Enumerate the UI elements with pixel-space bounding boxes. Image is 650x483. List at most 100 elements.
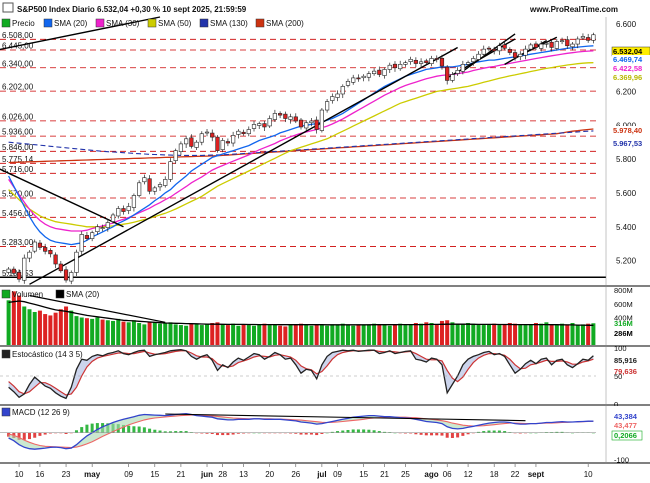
header-bar: S&P500 Index Diario 6.532,04 +0,30 % 10 … xyxy=(0,0,650,16)
volume-bar xyxy=(518,324,523,345)
stoch-axis-tick: 100 xyxy=(614,344,627,353)
candle-body xyxy=(215,136,220,151)
candle-body xyxy=(11,268,16,274)
macd-histogram-bar xyxy=(69,432,73,434)
volume-bar xyxy=(69,310,74,345)
header-url[interactable]: www.ProRealTime.com xyxy=(529,5,618,14)
candle-body xyxy=(492,49,497,52)
volume-bar xyxy=(419,323,424,345)
legend-label: SMA (30) xyxy=(106,19,140,28)
macd-trendline xyxy=(165,413,526,422)
volume-bar xyxy=(11,291,16,345)
macd-histogram-bar xyxy=(304,432,308,435)
macd-histogram-bar xyxy=(132,426,136,433)
level-label: 6.026,00 xyxy=(2,112,34,121)
macd-histogram-bar xyxy=(174,431,178,433)
candle-body xyxy=(439,57,445,67)
x-axis-tick-label: 10 xyxy=(15,470,24,479)
macd-histogram-bar xyxy=(257,432,261,434)
candle-body xyxy=(408,58,413,62)
candle-body xyxy=(152,187,157,192)
volume-bar xyxy=(455,323,460,345)
stoch-fill xyxy=(8,349,594,399)
level-label: 6.508,00 xyxy=(2,31,34,40)
candle-body xyxy=(116,208,121,217)
macd-hist-last-value: 0,2066 xyxy=(614,431,637,440)
candle-body xyxy=(345,80,351,86)
candle-body xyxy=(559,40,565,42)
macd-histogram-bar xyxy=(377,431,381,433)
macd-histogram-bar xyxy=(85,424,89,433)
candle-body xyxy=(74,251,79,273)
price-axis-tick: 5.400 xyxy=(616,223,637,232)
x-axis-tick-label: 20 xyxy=(265,470,274,479)
candle-body xyxy=(58,263,63,272)
macd-histogram-bar xyxy=(320,432,324,434)
macd-histogram-bar xyxy=(430,432,434,436)
price-axis-tick: 5.600 xyxy=(616,189,637,198)
volume-bar xyxy=(272,324,277,345)
last-value-text: 6.369,96 xyxy=(613,73,642,82)
candle-body xyxy=(528,44,533,50)
macd-histogram-bar xyxy=(555,431,559,433)
volume-bar xyxy=(314,324,319,345)
volume-bar xyxy=(575,325,580,345)
legend-swatch xyxy=(147,18,157,28)
macd-legend-swatch xyxy=(1,407,11,417)
macd-line xyxy=(8,413,594,450)
volume-bar xyxy=(152,322,157,345)
legend-label: Precio xyxy=(12,19,35,28)
macd-histogram-bar xyxy=(168,431,172,433)
volume-bar xyxy=(319,325,324,345)
volume-bar xyxy=(513,323,518,345)
macd-histogram-bar xyxy=(17,432,21,440)
volume-bar xyxy=(163,323,168,345)
macd-histogram-bar xyxy=(482,431,486,433)
candle-body xyxy=(418,61,424,64)
candle-body xyxy=(356,77,361,80)
candle-body xyxy=(43,247,48,252)
volume-bar xyxy=(121,321,126,345)
volume-bar xyxy=(58,309,63,345)
candle-body xyxy=(382,69,387,76)
volume-bar xyxy=(434,324,439,345)
candle-body xyxy=(246,129,251,135)
macd-histogram-bar xyxy=(356,429,360,433)
macd-histogram-bar xyxy=(330,431,334,433)
volume-bar xyxy=(560,323,565,345)
candle-body xyxy=(351,77,356,83)
macd-histogram-bar xyxy=(80,427,84,433)
volume-bar xyxy=(142,324,147,345)
x-axis-tick-label: jul xyxy=(316,470,326,479)
candle-body xyxy=(371,70,377,74)
volume-bar xyxy=(471,323,476,345)
volume-bar xyxy=(366,324,371,345)
volume-bar xyxy=(586,323,591,345)
candle-body xyxy=(486,47,492,50)
volume-bar xyxy=(74,316,79,345)
window-icon[interactable] xyxy=(2,2,14,13)
candle-body xyxy=(424,60,429,63)
macd-histogram-bar xyxy=(534,432,538,434)
candle-body xyxy=(325,101,330,111)
macd-histogram-bar xyxy=(121,424,125,433)
macd-hist-badge xyxy=(611,430,643,441)
candle-body xyxy=(366,73,371,78)
candle-body xyxy=(84,235,90,239)
volume-bar xyxy=(173,324,178,345)
candle-body xyxy=(377,69,382,75)
x-axis-tick-label: 15 xyxy=(359,470,368,479)
candle-body xyxy=(497,45,502,52)
volume-bar xyxy=(398,323,403,345)
candle-body xyxy=(194,141,199,148)
volume-bar xyxy=(591,323,596,345)
stoch-slow-last-value: 79,636 xyxy=(614,367,637,376)
candle-body xyxy=(210,132,215,138)
candle-body xyxy=(137,182,142,196)
legend-swatch xyxy=(199,18,209,28)
x-axis-tick-label: 25 xyxy=(401,470,410,479)
volume-bar xyxy=(278,325,283,345)
volume-bar xyxy=(476,324,481,345)
candle-body xyxy=(288,116,293,120)
